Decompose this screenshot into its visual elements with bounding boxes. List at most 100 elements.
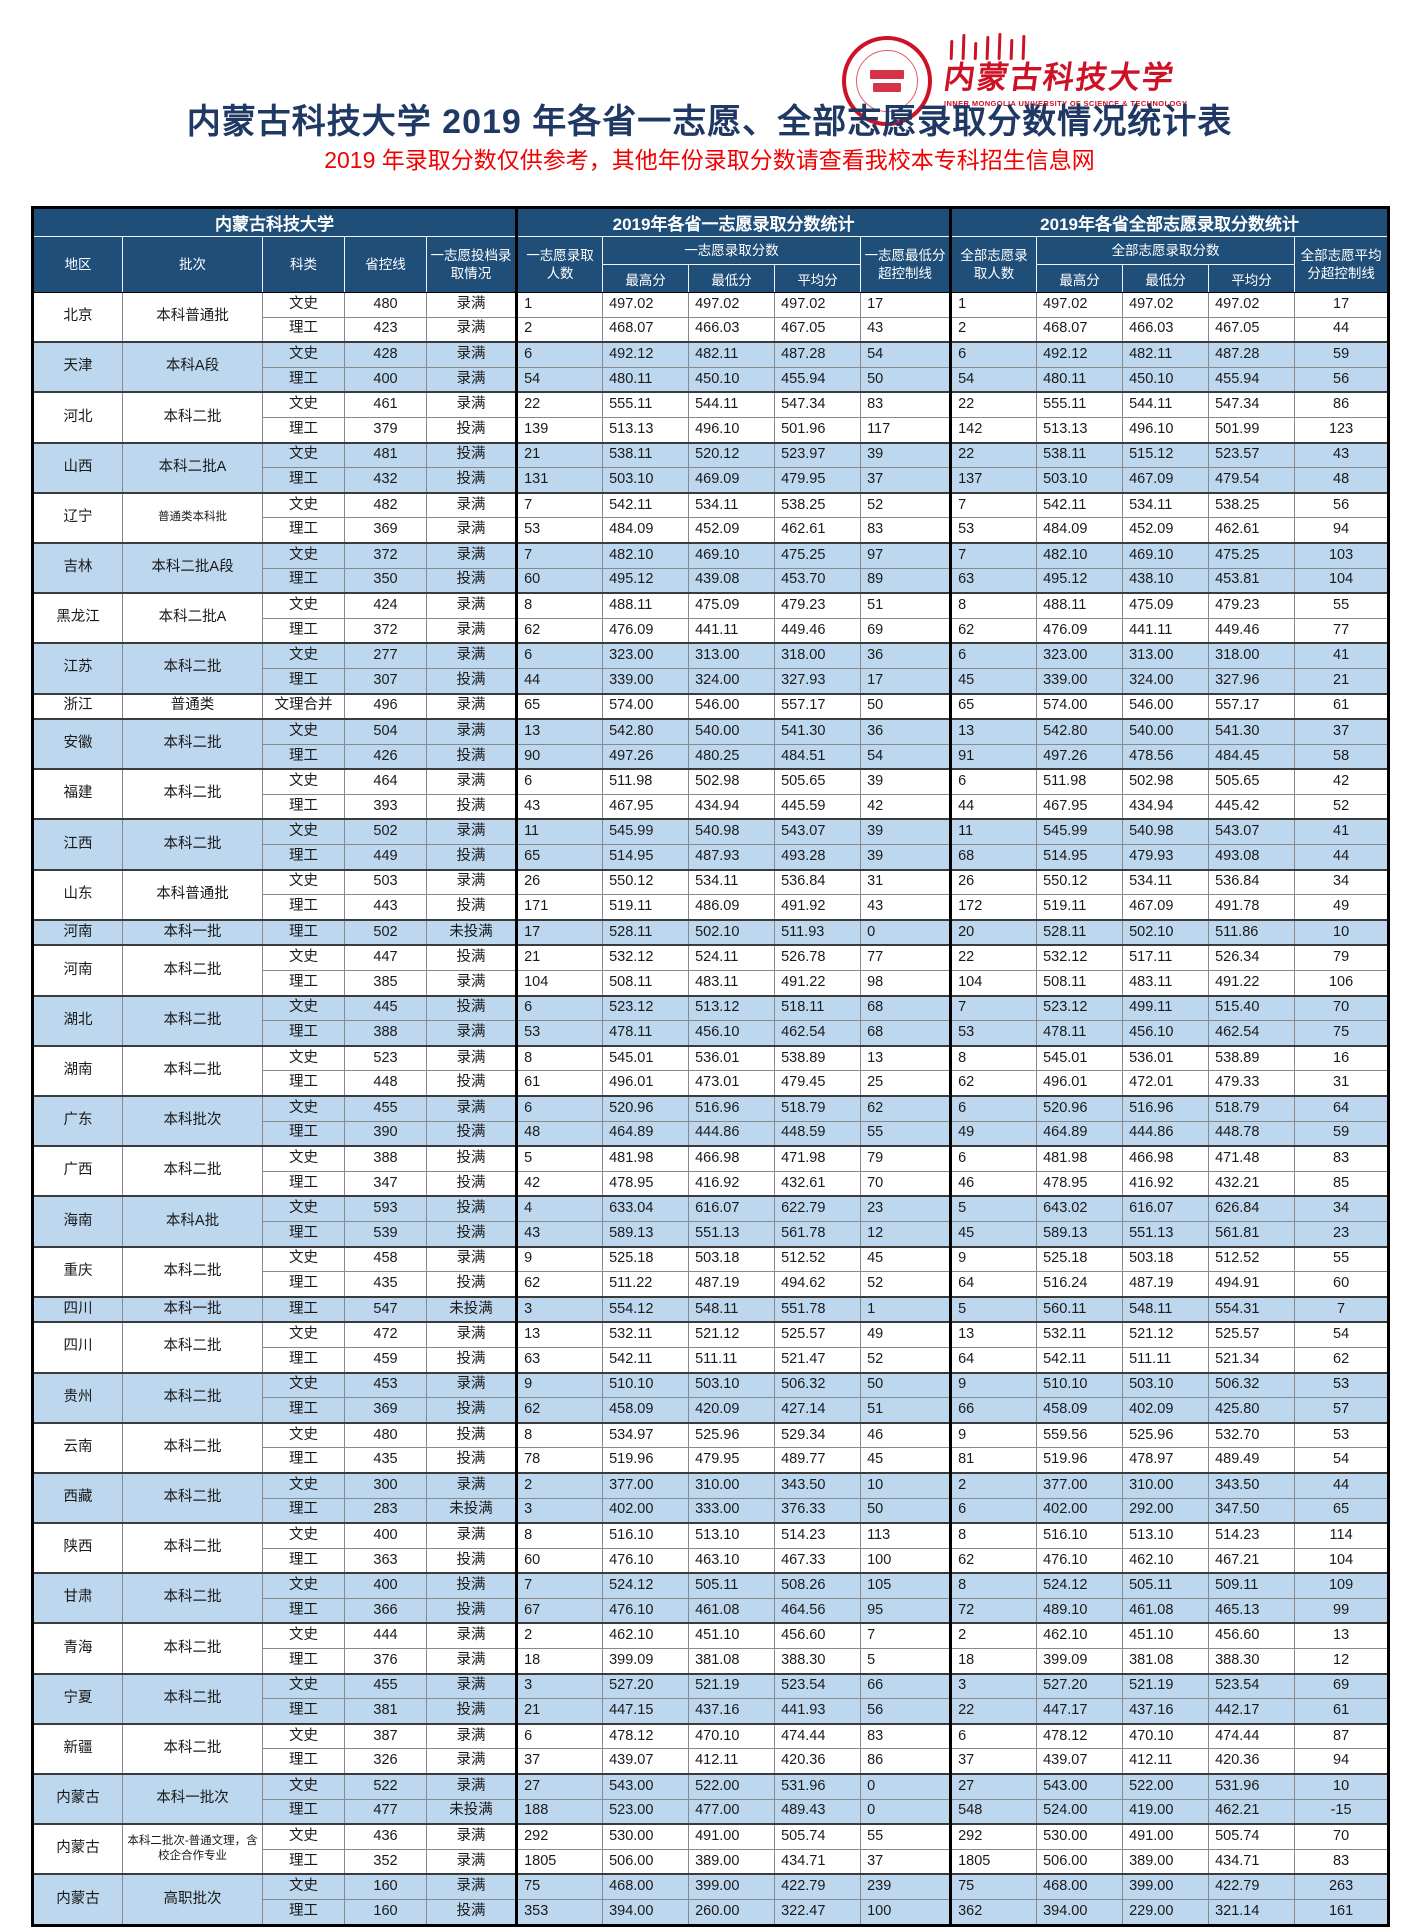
cell-all-count: 9 — [949, 1372, 1038, 1399]
cell-all-over-line: 94 — [1294, 1748, 1390, 1776]
table-header: 内蒙古科技大学 2019年各省一志愿录取分数统计 2019年各省全部志愿录取分数… — [31, 207, 1390, 293]
cell-all-avg: 489.49 — [1208, 1447, 1296, 1474]
table-row: 理工 376 录满 18 399.09 381.08 388.30 5 18 399.09 381.… — [33, 1648, 1390, 1675]
table-row: 云南 本科二批 文史 480 投满 8 534.97 525.96 529.34 46 9 559.5… — [32, 1422, 1390, 1474]
cell-first-max: 530.00 — [602, 1823, 690, 1850]
table-row: 理工 477 未投满 188 523.00 477.00 489.43 0 548 524.00 4… — [33, 1798, 1390, 1826]
cell-first-over-line: 55 — [860, 1823, 952, 1850]
cell-province-line: 307 — [344, 667, 427, 695]
cell-first-status: 投满 — [425, 1422, 518, 1449]
cell-all-min: 381.08 — [1122, 1648, 1210, 1675]
cell-subject: 文史 — [262, 1673, 345, 1700]
cell-subject: 文史 — [262, 442, 345, 469]
cell-all-min: 469.10 — [1122, 542, 1210, 569]
col-header-first-scores: 一志愿录取分数 — [602, 236, 862, 265]
cell-all-max: 545.01 — [1036, 1045, 1124, 1072]
cell-all-min: 505.11 — [1122, 1572, 1210, 1599]
cell-first-over-line: 51 — [860, 1397, 952, 1424]
cell-province-line: 449 — [344, 844, 427, 871]
cell-first-count: 188 — [515, 1798, 604, 1826]
cell-subject: 文史 — [262, 1422, 345, 1449]
cell-first-max: 550.12 — [602, 869, 690, 896]
col-header-province-line: 省控线 — [344, 236, 427, 293]
cell-first-count: 21 — [515, 442, 604, 469]
table-row: 理工 400 录满 54 480.11 450.10 455.94 50 54 480.11 450… — [33, 366, 1390, 394]
cell-all-max: 482.10 — [1036, 542, 1124, 569]
cell-first-over-line: 100 — [860, 1899, 952, 1927]
cell-first-avg: 505.65 — [774, 768, 862, 795]
cell-all-max: 468.00 — [1036, 1873, 1124, 1901]
cell-first-max: 525.18 — [602, 1246, 690, 1273]
cell-first-max: 554.12 — [602, 1296, 690, 1324]
cell-all-max: 510.10 — [1036, 1372, 1124, 1399]
cell-first-avg: 434.71 — [774, 1848, 862, 1876]
cell-all-avg: 343.50 — [1208, 1472, 1296, 1499]
cell-first-count: 3 — [515, 1673, 604, 1700]
cell-first-min: 439.08 — [688, 567, 776, 595]
cell-first-over-line: 1 — [860, 1296, 952, 1324]
cell-first-min: 444.86 — [688, 1120, 776, 1148]
cell-first-min: 520.12 — [688, 442, 776, 469]
cell-province-line: 522 — [344, 1773, 427, 1800]
cell-subject: 理工 — [262, 316, 345, 344]
cell-all-min: 313.00 — [1122, 642, 1210, 669]
cell-all-max: 508.11 — [1036, 970, 1124, 997]
cell-all-count: 45 — [949, 1220, 1038, 1248]
cell-province-line: 424 — [344, 592, 427, 619]
col-header-all-max: 最高分 — [1036, 264, 1124, 293]
cell-first-status: 录满 — [425, 1773, 518, 1800]
cell-first-max: 476.10 — [602, 1597, 690, 1625]
cell-all-count: 49 — [949, 1120, 1038, 1148]
cell-province-line: 369 — [344, 517, 427, 544]
cell-first-max: 468.00 — [602, 1873, 690, 1901]
cell-first-count: 27 — [515, 1773, 604, 1800]
cell-subject: 文史 — [262, 1773, 345, 1800]
cell-first-min: 469.10 — [688, 542, 776, 569]
cell-first-status: 投满 — [425, 1547, 518, 1575]
col-header-first-avg: 平均分 — [774, 264, 862, 293]
cell-all-count: 9 — [949, 1422, 1038, 1449]
cell-all-max: 506.00 — [1036, 1848, 1124, 1876]
cell-region: 山西 — [32, 442, 123, 494]
cell-first-over-line: 36 — [860, 718, 952, 745]
cell-all-avg: 442.17 — [1208, 1698, 1296, 1725]
cell-subject: 理工 — [262, 1447, 345, 1474]
cell-all-count: 62 — [949, 617, 1038, 645]
cell-province-line: 277 — [344, 642, 427, 669]
cell-all-count: 5 — [949, 1296, 1038, 1324]
cell-first-status: 录满 — [425, 1873, 518, 1901]
cell-all-count: 53 — [949, 517, 1038, 544]
cell-all-avg: 462.61 — [1208, 517, 1296, 544]
cell-province-line: 400 — [344, 366, 427, 394]
cell-all-avg: 462.21 — [1208, 1798, 1296, 1826]
cell-first-min: 260.00 — [688, 1899, 776, 1927]
cell-first-min: 534.11 — [688, 492, 776, 519]
cell-all-over-line: 123 — [1294, 416, 1390, 444]
cell-all-avg: 445.42 — [1208, 793, 1296, 821]
cell-first-count: 53 — [515, 1020, 604, 1047]
cell-first-over-line: 89 — [860, 567, 952, 595]
cell-first-count: 43 — [515, 793, 604, 821]
cell-first-max: 394.00 — [602, 1899, 690, 1927]
cell-all-avg: 462.54 — [1208, 1020, 1296, 1047]
cell-all-avg: 493.08 — [1208, 844, 1296, 871]
cell-all-min: 540.00 — [1122, 718, 1210, 745]
cell-first-status: 投满 — [425, 1397, 518, 1424]
university-name-english: INNER MONGOLIA UNIVERSITY OF SCIENCE & T… — [944, 98, 1188, 108]
cell-first-min: 486.09 — [688, 894, 776, 921]
cell-subject: 文理合并 — [262, 693, 345, 721]
cell-first-count: 3 — [515, 1497, 604, 1525]
cell-first-status: 录满 — [425, 1472, 518, 1499]
cell-subject: 理工 — [262, 743, 345, 771]
cell-first-min: 503.10 — [688, 1372, 776, 1399]
cell-all-min: 478.97 — [1122, 1447, 1210, 1474]
cell-first-min: 551.13 — [688, 1220, 776, 1248]
cell-all-avg: 543.07 — [1208, 818, 1296, 846]
cell-first-avg: 462.54 — [774, 1020, 862, 1047]
cell-first-status: 投满 — [425, 1572, 518, 1599]
cell-first-avg: 557.17 — [774, 693, 862, 721]
cell-province-line: 502 — [344, 818, 427, 846]
cell-all-count: 65 — [949, 693, 1038, 721]
cell-subject: 文史 — [262, 1372, 345, 1399]
cell-all-over-line: 16 — [1294, 1045, 1390, 1072]
